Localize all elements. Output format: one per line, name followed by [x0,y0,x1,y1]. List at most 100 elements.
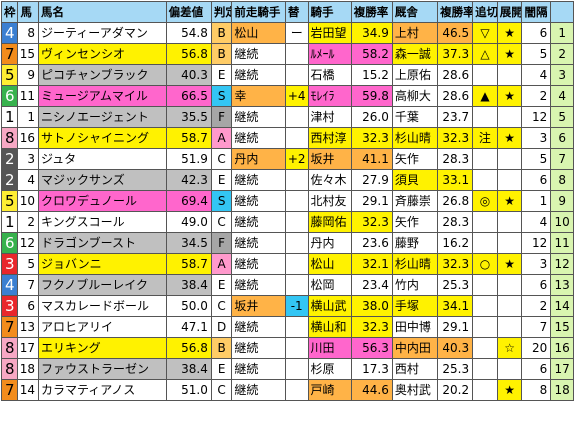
table-row[interactable]: 7 13 アロヒアリイ 47.1 D 継続 横山和 32.3 田中博 29.1 7 15 [0,316,574,338]
stable: 手塚 [391,295,439,317]
column-header: 複勝率 [437,1,474,23]
horse-number: 5 [17,253,40,275]
workout-mark [472,169,498,191]
stable-place-rate: 37.3 [437,43,474,65]
deviation-value: 69.4 [165,190,212,212]
rank: 7 [550,148,574,170]
table-row[interactable]: 4 8 ジーティーアダマン 54.8 B 松山ー岩田望 34.9 上村 46.5 ▽ ★ 6 1 [0,22,574,44]
horse-name: ミュージアムマイル [38,85,167,107]
stable-place-rate: 25.3 [437,274,474,296]
stable-place-rate: 28.6 [437,85,474,107]
previous-jockey: 継続 [231,232,286,254]
previous-jockey: 松山 [231,22,286,44]
previous-jockey: 継続 [231,337,286,359]
jockey: 横山和 [307,316,352,338]
horse-name: エリキング [38,337,167,359]
jockey: 戸崎 [307,379,352,401]
horse-name: カラマティアノス [38,379,167,401]
horse-name: キングスコール [38,211,167,233]
table-row[interactable]: 7 15 ヴィンセンシオ 56.8 B 継続 ﾙﾒｰﾙ 58.2 森一誠 37.3 △ ★ 5 2 [0,43,574,65]
jockey-place-rate: 23.6 [350,232,393,254]
horse-number: 11 [17,85,40,107]
pace-mark [496,169,523,191]
rank: 2 [550,43,574,65]
horse-number: 14 [17,379,40,401]
jockey-change [284,43,309,65]
jockey-place-rate: 32.3 [350,211,393,233]
column-header: 枠 [0,1,19,23]
table-row[interactable]: 1 2 キングスコール 49.0 C 継続 藤岡佑 32.3 矢作 28.3 4 10 [0,211,574,233]
table-row[interactable]: 8 16 サトノシャイニング 58.7 A 継続 西村淳 32.3 杉山晴 32.3 注 ★ 3 6 [0,127,574,149]
horse-number: 2 [17,211,40,233]
waku-cell: 5 [0,190,19,212]
stable: 千葉 [391,106,439,128]
jockey-place-rate: 32.1 [350,253,393,275]
workout-mark: ○ [472,253,498,275]
rank: 18 [550,379,574,401]
horse-number: 4 [17,169,40,191]
table-row[interactable]: 2 3 ジュタ 51.9 C 丹内 +2 坂井 41.1 矢作 28.3 5 7 [0,148,574,170]
table-row[interactable]: 8 18 ファウストラーゼン 38.4 E 継続 杉原 17.3 西村 25.3 6 17 [0,358,574,380]
rank: 3 [550,64,574,86]
jockey-place-rate: 23.4 [350,274,393,296]
previous-jockey: 継続 [231,253,286,275]
table-row[interactable]: 2 4 マジックサンズ 42.3 E 継続 佐々木 27.9 須貝 33.1 6 8 [0,169,574,191]
stable-place-rate: 40.3 [437,337,474,359]
stable: 森一誠 [391,43,439,65]
table-row[interactable]: 1 1 ニシノエージェント 35.5 F 継続 津村 26.0 千葉 23.7 12 5 [0,106,574,128]
stable-place-rate: 23.7 [437,106,474,128]
stable-place-rate: 20.2 [437,379,474,401]
horse-name: ジーティーアダマン [38,22,167,44]
stable-place-rate: 33.1 [437,169,474,191]
pace-mark [496,274,523,296]
grade: D [210,316,233,338]
table-row[interactable]: 6 12 ドラゴンブースト 34.5 F 継続 丹内 23.6 藤野 16.2 12 11 [0,232,574,254]
interval: 5 [521,43,552,65]
previous-jockey: 継続 [231,211,286,233]
previous-jockey: 継続 [231,64,286,86]
grade: F [210,106,233,128]
jockey: 丹内 [307,232,352,254]
horse-name: アロヒアリイ [38,316,167,338]
jockey-change [284,106,309,128]
jockey-place-rate: 34.9 [350,22,393,44]
pace-mark: ★ [496,190,523,212]
jockey: 杉原 [307,358,352,380]
waku-cell: 2 [0,169,19,191]
table-row[interactable]: 3 5 ジョバンニ 58.7 A 継続 松山 32.1 杉山晴 32.3 ○ ★ 3 12 [0,253,574,275]
interval: 4 [521,211,552,233]
jockey: 津村 [307,106,352,128]
grade: S [210,190,233,212]
stable: 田中博 [391,316,439,338]
previous-jockey: 坂井 [231,295,286,317]
table-row[interactable]: 5 10 クロワデュノール 69.4 S 継続 北村友 29.1 斉藤崇 26.8 ◎ ★ 1 9 [0,190,574,212]
horse-name: ニシノエージェント [38,106,167,128]
table-row[interactable]: 5 9 ピコチャンブラック 40.3 E 継続 石橋 15.2 上原佑 28.6 4 3 [0,64,574,86]
horse-number: 13 [17,316,40,338]
previous-jockey: 継続 [231,169,286,191]
jockey-change [284,379,309,401]
table-row[interactable]: 6 11 ミュージアムマイル 66.5 S 幸 +4 ﾓﾚｲﾗ 59.8 高柳大 28.6 ▲ ★ 2 4 [0,85,574,107]
workout-mark [472,232,498,254]
workout-mark [472,148,498,170]
grade: A [210,253,233,275]
rank: 15 [550,316,574,338]
column-header: 追切 [472,1,498,23]
stable: 上原佑 [391,64,439,86]
rank: 5 [550,106,574,128]
table-row[interactable]: 4 7 フクノブルーレイク 38.4 E 継続 松岡 23.4 竹内 25.3 6 13 [0,274,574,296]
column-header: 判定 [210,1,233,23]
interval: 6 [521,274,552,296]
interval: 5 [521,148,552,170]
table-row[interactable]: 7 14 カラマティアノス 51.0 C 継続 戸崎 44.6 奥村武 20.2 ★ 8 18 [0,379,574,401]
jockey-change [284,190,309,212]
interval: 2 [521,295,552,317]
previous-jockey: 継続 [231,106,286,128]
interval: 3 [521,127,552,149]
table-row[interactable]: 3 6 マスカレードボール 50.0 C 坂井 -1 横山武 38.0 手塚 34.1 2 14 [0,295,574,317]
column-header: 厩舎 [391,1,439,23]
table-row[interactable]: 8 17 エリキング 56.8 B 継続 川田 56.3 中内田 40.3 ☆ 20 16 [0,337,574,359]
waku-cell: 1 [0,211,19,233]
stable-place-rate: 29.1 [437,316,474,338]
stable: 竹内 [391,274,439,296]
